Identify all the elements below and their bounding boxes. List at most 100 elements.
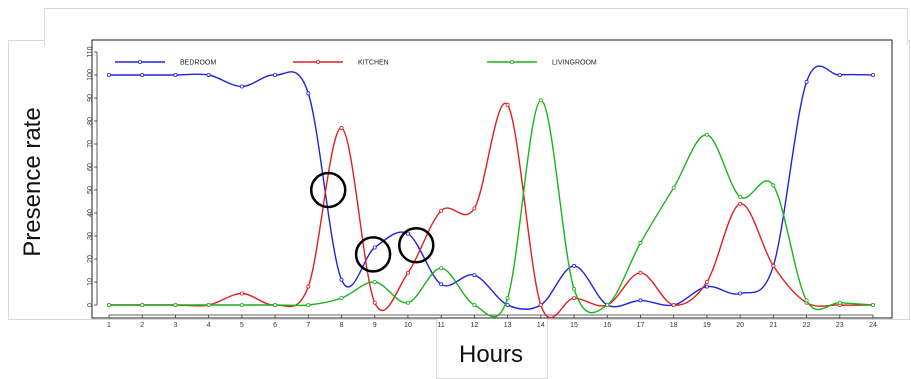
title-frame xyxy=(44,8,908,45)
x-tick-label: 11 xyxy=(438,322,445,329)
series-line-kitchen xyxy=(109,102,874,319)
x-tick-label: 21 xyxy=(769,322,777,329)
data-point xyxy=(372,279,377,284)
data-point xyxy=(339,296,344,301)
y-tick-label: 10 xyxy=(87,278,94,286)
series-line-livingroom xyxy=(109,99,874,318)
legend-label: KITCHEN xyxy=(358,60,389,67)
legend: BEDROOM KITCHEN LIVINGROOM xyxy=(115,60,597,67)
y-tick-label: 20 xyxy=(87,255,94,263)
data-point xyxy=(638,298,643,303)
data-point xyxy=(505,296,510,301)
y-tick-label: 90 xyxy=(87,94,94,102)
data-point xyxy=(738,194,743,199)
x-tick-label: 10 xyxy=(404,322,412,329)
x-tick-label: 20 xyxy=(736,322,744,329)
y-tick-label: 80 xyxy=(87,117,94,125)
y-axis-label: Presence rate xyxy=(19,107,46,257)
series-line-bedroom xyxy=(108,65,874,311)
data-point xyxy=(505,102,510,107)
y-tick-label: 0 xyxy=(87,303,94,307)
data-point xyxy=(273,302,278,307)
x-tick-label: 2 xyxy=(140,322,144,329)
data-point xyxy=(206,73,211,78)
x-tick-label: 4 xyxy=(207,322,211,329)
x-tick-label: 6 xyxy=(273,322,277,329)
y-tick-label: 70 xyxy=(87,140,94,148)
legend-label: LIVINGROOM xyxy=(552,60,597,67)
data-point xyxy=(638,270,643,275)
data-point xyxy=(704,279,709,284)
data-point xyxy=(738,291,743,296)
x-tick-label: 12 xyxy=(470,322,478,329)
legend-marker xyxy=(509,60,514,65)
data-point xyxy=(472,273,477,278)
data-point xyxy=(239,84,244,89)
annotation-circle xyxy=(354,236,392,273)
annotations xyxy=(309,171,435,273)
x-tick-label: 22 xyxy=(803,322,811,329)
series-lines xyxy=(107,65,876,319)
data-point xyxy=(771,263,776,268)
y-tick-label: 30 xyxy=(87,232,94,240)
data-point xyxy=(339,277,344,282)
data-point xyxy=(273,73,278,78)
x-tick-label: 24 xyxy=(869,322,877,329)
outer-frame xyxy=(8,40,910,320)
data-point xyxy=(140,73,145,78)
x-tick-label: 15 xyxy=(570,322,578,329)
x-tick-label: 9 xyxy=(373,322,377,329)
y-tick-label: 100 xyxy=(87,69,94,81)
data-point xyxy=(804,298,809,303)
data-point xyxy=(505,302,510,307)
x-tick-label: 23 xyxy=(836,322,844,329)
data-point xyxy=(572,286,577,291)
data-point xyxy=(140,302,145,307)
data-point xyxy=(871,302,876,307)
x-tick-label: 1 xyxy=(107,322,111,329)
data-point xyxy=(405,231,410,236)
data-point xyxy=(405,300,410,305)
x-tick-label: 13 xyxy=(504,322,512,329)
data-point xyxy=(439,266,444,271)
data-point xyxy=(704,284,709,289)
data-point xyxy=(372,245,377,250)
data-point xyxy=(638,240,643,245)
data-point xyxy=(107,73,112,78)
data-point xyxy=(771,183,776,188)
x-tick-label: 5 xyxy=(240,322,244,329)
data-point xyxy=(439,282,444,287)
data-point xyxy=(206,302,211,307)
data-point xyxy=(605,302,610,307)
x-tick-label: 14 xyxy=(537,322,545,329)
x-tick-label: 16 xyxy=(603,322,611,329)
data-point xyxy=(107,302,112,307)
x-tick-label: 17 xyxy=(637,322,645,329)
x-tick-label: 19 xyxy=(703,322,711,329)
data-point xyxy=(173,73,178,78)
legend-label: BEDROOM xyxy=(180,60,216,67)
plot-area xyxy=(91,39,893,319)
annotation-circle xyxy=(309,171,347,209)
data-point xyxy=(538,302,543,307)
data-point xyxy=(837,300,842,305)
x-axis-label: Hours xyxy=(458,341,524,368)
x-tick-label: 8 xyxy=(340,322,344,329)
data-point xyxy=(472,302,477,307)
x-tick-label: 7 xyxy=(306,322,310,329)
data-point xyxy=(671,302,676,307)
x-tick-label: 3 xyxy=(173,322,177,329)
x-tick-label: 18 xyxy=(670,322,678,329)
y-tick-label: 60 xyxy=(87,163,94,171)
legend-marker xyxy=(315,60,320,65)
data-point xyxy=(871,73,876,78)
data-point xyxy=(306,284,311,289)
data-point xyxy=(239,291,244,296)
data-point xyxy=(239,302,244,307)
data-point xyxy=(572,263,577,268)
data-point xyxy=(704,132,709,137)
y-tick-label: 40 xyxy=(87,209,94,217)
